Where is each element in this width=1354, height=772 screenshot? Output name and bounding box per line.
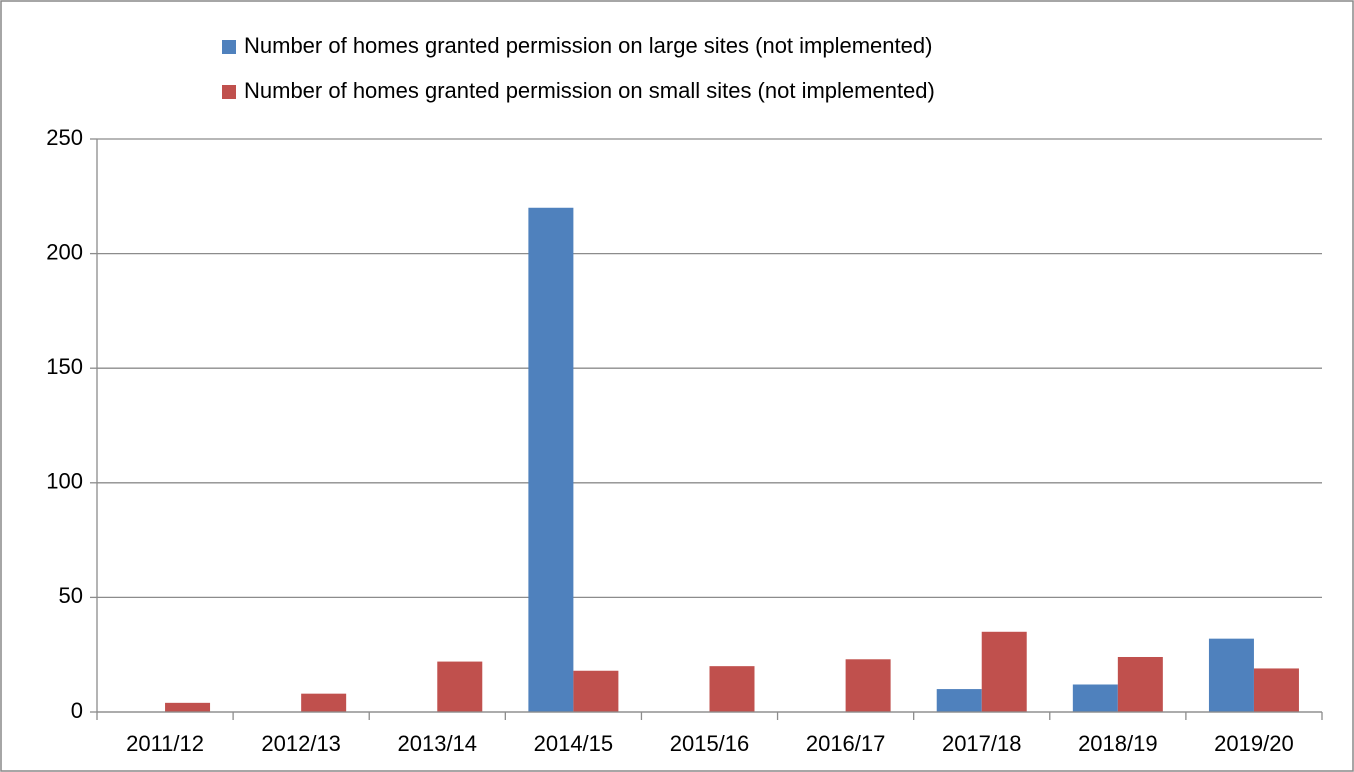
bar <box>845 659 891 712</box>
bar <box>573 670 619 712</box>
bar <box>1117 656 1163 712</box>
legend-swatch <box>222 85 236 99</box>
y-tick-label: 250 <box>46 125 83 150</box>
bar <box>981 631 1027 712</box>
legend-swatch <box>222 40 236 54</box>
y-tick-label: 50 <box>59 583 83 608</box>
y-tick-label: 200 <box>46 239 83 264</box>
x-tick-label: 2011/12 <box>126 731 204 756</box>
x-tick-label: 2013/14 <box>398 731 478 756</box>
y-tick-label: 0 <box>71 698 83 723</box>
bar <box>301 693 347 712</box>
bar <box>1208 638 1254 712</box>
legend-label: Number of homes granted permission on la… <box>244 33 932 58</box>
bar <box>528 207 574 712</box>
bar <box>709 666 755 712</box>
x-tick-label: 2018/19 <box>1078 731 1158 756</box>
x-tick-label: 2015/16 <box>670 731 750 756</box>
x-tick-label: 2012/13 <box>261 731 341 756</box>
bar <box>165 702 211 712</box>
bar <box>936 689 982 712</box>
x-tick-label: 2019/20 <box>1214 731 1294 756</box>
bar <box>1253 668 1299 712</box>
y-tick-label: 150 <box>46 354 83 379</box>
x-tick-label: 2014/15 <box>534 731 614 756</box>
y-tick-label: 100 <box>46 469 83 494</box>
x-tick-label: 2017/18 <box>942 731 1022 756</box>
x-tick-label: 2016/17 <box>806 731 886 756</box>
legend-label: Number of homes granted permission on sm… <box>244 78 935 103</box>
bar <box>437 661 483 712</box>
bar <box>1072 684 1118 712</box>
